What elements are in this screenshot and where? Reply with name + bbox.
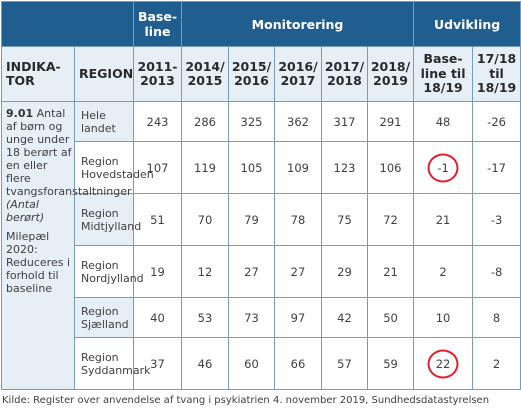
indicator-code: 9.01 [6,107,34,120]
year-header: 2014/2015 [181,46,229,102]
value-cell: 106 [366,141,415,194]
dev-year-cell: -17 [472,141,521,194]
value-cell: 29 [321,245,368,298]
value-cell: 66 [274,337,322,390]
region-cell: Region Hovedstaden [74,141,154,194]
dev-year-cell: -3 [472,193,521,246]
indicator-text: 9.01 Antal af børn og unge under 18 berø… [6,107,132,224]
dev-baseline-header: Base-line til 18/19 [413,46,474,102]
value-cell: 105 [228,141,275,194]
value-cell: 73 [228,297,275,338]
value-cell: 57 [321,337,368,390]
value-cell: 40 [133,297,182,338]
year-header: 2016/2017 [274,46,322,102]
value-cell: 70 [181,193,229,246]
source-caption: Kilde: Register over anvendelse af tvang… [2,395,490,406]
value-cell: 243 [133,101,182,142]
table-row: Region Syddanmark 37 46 60 66 57 59 22 2 [2,337,521,390]
dev-baseline-cell: 48 [413,101,474,142]
dev-baseline-cell: 21 [413,193,474,246]
value-cell: 317 [321,101,368,142]
table-row: Region Hovedstaden 107 119 105 109 123 1… [2,141,521,194]
value-cell: 78 [274,193,322,246]
year-header: 2011- 2013 [133,46,182,102]
year-header: 2015/2016 [228,46,275,102]
table-row: Region Nordjylland 19 12 27 27 29 21 2 -… [2,245,521,298]
data-table: Base-line Monitorering Udvikling INDIKA-… [1,1,521,390]
table-row: 9.01 Antal af børn og unge under 18 berø… [1,101,521,390]
value-cell: 60 [228,337,275,390]
region-column-header: REGION [74,46,134,102]
value-cell: 21 [366,245,415,298]
region-cell: Region Sjælland [74,297,134,338]
dev-baseline-cell: 22 [413,337,474,390]
subheader-row: INDIKA- TOR REGION 2011- 2013 2014/2015 20… [1,46,521,102]
value-cell: 53 [181,297,229,338]
value-cell: 291 [366,101,415,142]
value-cell: 37 [133,337,182,390]
year-header: 2018/2019 [366,46,415,102]
region-cell: Region Midtjylland [74,193,141,246]
region-cell: Hele landet [74,101,134,142]
header-row: Base-line Monitorering Udvikling [1,1,521,47]
value-cell: 79 [228,193,275,246]
value-cell: 107 [133,141,182,194]
value-cell: 123 [321,141,368,194]
indicator-note: (Antal berørt) [6,198,45,224]
region-cell: Region Nordjylland [74,245,144,298]
table-row: Region Sjælland 40 53 73 97 42 50 10 8 [2,297,521,338]
dev-baseline-cell: -1 [413,141,474,194]
region-cell: Region Syddanmark [74,337,151,390]
header-blank [1,1,134,47]
value-cell: 97 [274,297,322,338]
value-cell: 109 [274,141,322,194]
value-cell: 59 [366,337,415,390]
dev-year-cell: -26 [472,101,521,142]
indikator-column-header: INDIKA- TOR [1,46,75,102]
dev-year-cell: -8 [472,245,521,298]
dev-baseline-cell: 10 [413,297,474,338]
monitoring-header: Monitorering [180,1,415,47]
highlight-circle: 22 [435,356,451,371]
value-cell: 42 [321,297,368,338]
highlight-circle: -1 [437,160,449,175]
dev-year-header: 17/18 til 18/19 [472,46,521,102]
dev-year-cell: 2 [472,337,521,390]
year-header: 2017/2018 [321,46,368,102]
value-cell: 27 [274,245,322,298]
value-cell: 12 [181,245,229,298]
value-cell: 119 [181,141,229,194]
table-row: Region Midtjylland 51 70 79 78 75 72 21 … [2,193,521,246]
milestone-text: Milepæl 2020: Reduceres i forhold til ba… [6,230,71,295]
value-cell: 46 [181,337,229,390]
dev-year-cell: 8 [472,297,521,338]
value-cell: 75 [321,193,368,246]
value-cell: 286 [181,101,229,142]
dev-baseline-cell: 2 [413,245,474,298]
value-cell: 27 [228,245,275,298]
value-cell: 325 [228,101,275,142]
value-cell: 362 [274,101,322,142]
value-cell: 72 [366,193,415,246]
value-cell: 50 [366,297,415,338]
value-cell: 51 [133,193,182,246]
baseline-header: Base-line [133,1,182,47]
development-header: Udvikling [413,1,521,47]
indicator-cell: 9.01 Antal af børn og unge under 18 berø… [1,101,132,390]
